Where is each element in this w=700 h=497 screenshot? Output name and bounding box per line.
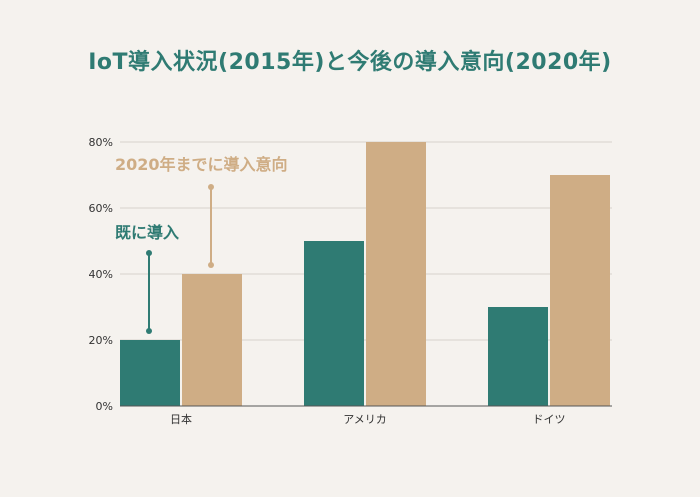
y-tick-label: 20%	[89, 334, 113, 347]
y-tick-label: 40%	[89, 268, 113, 281]
bar	[488, 307, 548, 406]
x-tick-label: アメリカ	[343, 413, 386, 426]
legend-label-series-1: 既に導入	[115, 223, 179, 242]
annotation-dot	[146, 250, 152, 256]
y-tick-label: 0%	[96, 400, 113, 413]
x-tick-label: ドイツ	[533, 413, 566, 426]
series-annotations: 既に導入 2020年までに導入意向	[115, 155, 288, 334]
annotation-dot	[146, 328, 152, 334]
bars	[120, 142, 610, 406]
bar	[304, 241, 364, 406]
y-tick-label: 80%	[89, 136, 113, 149]
x-tick-label: 日本	[170, 412, 192, 426]
bar	[182, 274, 242, 406]
bar	[550, 175, 610, 406]
bar	[120, 340, 180, 406]
annotation-dot	[208, 184, 214, 190]
chart-title: IoT導入状況(2015年)と今後の導入意向(2020年)	[88, 50, 612, 75]
bar	[366, 142, 426, 406]
y-tick-label: 60%	[89, 202, 113, 215]
axes: 0% 20% 40% 60% 80% 日本 アメリカ ドイツ	[89, 136, 612, 426]
legend-label-series-2: 2020年までに導入意向	[115, 155, 288, 174]
annotation-dot	[208, 262, 214, 268]
